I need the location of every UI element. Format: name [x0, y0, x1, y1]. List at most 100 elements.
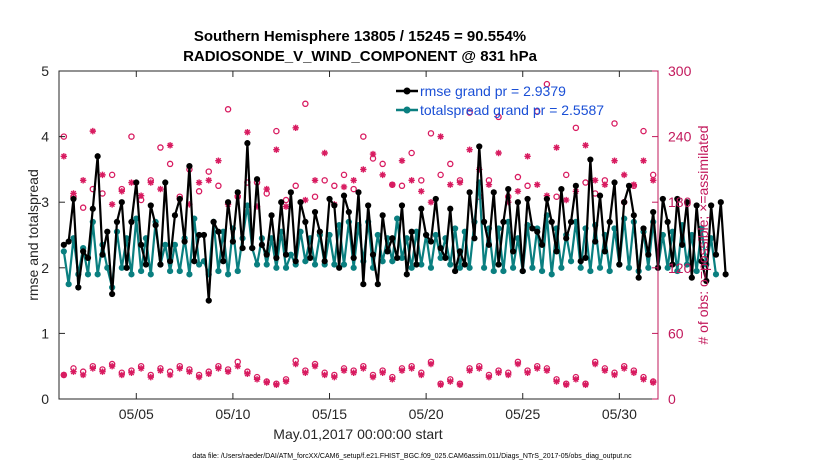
rmse-point — [423, 231, 430, 239]
totalspread-point — [128, 271, 135, 278]
obs-assimilated-marker — [485, 373, 493, 381]
totalspread-point — [548, 271, 555, 278]
totalspread-point — [167, 267, 174, 275]
obs-possible-marker — [195, 188, 203, 195]
rmse-point — [365, 202, 372, 209]
totalspread-point — [224, 271, 232, 278]
chart-title-line2: RADIOSONDE_V_WIND_COMPONENT @ 831 hPa — [183, 48, 538, 65]
obs-assimilated-marker — [108, 201, 116, 208]
obs-possible-marker — [331, 182, 338, 190]
obs-possible-marker — [108, 171, 116, 179]
totalspread-point — [162, 241, 169, 248]
obs-assimilated-marker — [147, 373, 154, 381]
obs-assimilated-marker — [350, 369, 357, 376]
obs-assimilated-marker — [466, 367, 473, 374]
rmse-point — [543, 195, 550, 203]
obs-assimilated-marker — [408, 365, 415, 372]
rmse-point — [418, 205, 425, 212]
rmse-point — [394, 254, 401, 262]
rmse-point — [321, 258, 328, 265]
obs-assimilated-marker — [389, 376, 396, 383]
legend-spread-marker — [403, 106, 411, 114]
rmse-point — [239, 245, 246, 252]
obs-possible-marker — [379, 160, 386, 168]
rmse-point — [89, 205, 96, 212]
totalspread-point — [311, 261, 319, 268]
y-axis-right-label: # of obs: o=possible; ×=assimilated — [695, 125, 711, 344]
rmse-point — [722, 271, 729, 278]
totalspread-point — [394, 215, 401, 222]
obs-assimilated-marker — [582, 142, 589, 149]
totalspread-point — [693, 267, 700, 275]
rmse-point — [369, 251, 377, 258]
rmse-point — [679, 241, 686, 248]
rmse-point — [229, 238, 237, 245]
rmse-point — [70, 195, 77, 203]
rmse-point — [84, 254, 92, 262]
obs-assimilated-marker — [282, 378, 290, 385]
x-axis-ticks: 05/05 05/10 05/15 05/20 05/25 05/30 — [119, 71, 637, 422]
obs-assimilated-marker — [592, 360, 599, 368]
totalspread-point — [282, 264, 290, 271]
rmse-point — [587, 156, 594, 163]
rmse-point — [374, 281, 381, 288]
obs-assimilated-marker — [456, 179, 464, 186]
rmse-point — [572, 182, 579, 189]
totalspread-point — [432, 231, 439, 239]
totalspread-point — [171, 241, 179, 248]
totalspread-point — [567, 258, 575, 265]
obs-assimilated-marker — [495, 369, 502, 376]
totalspread-point — [118, 264, 125, 271]
rmse-point — [123, 264, 130, 271]
obs-assimilated-marker — [534, 365, 541, 372]
rmse-point — [195, 231, 203, 239]
rmse-point — [311, 208, 319, 216]
y-tick-label: 5 — [41, 63, 49, 79]
rmse-point — [210, 218, 217, 225]
rmse-point — [205, 297, 212, 304]
rmse-point — [529, 225, 536, 232]
rmse-point — [316, 228, 323, 235]
obs-possible-marker — [224, 106, 232, 113]
obs-assimilated-marker — [466, 146, 473, 153]
rmse-point — [379, 212, 386, 219]
rmse-point — [625, 182, 633, 189]
rmse-point — [563, 235, 570, 242]
obs-possible-marker — [157, 144, 164, 151]
rmse-point — [302, 218, 309, 225]
rmse-point — [592, 238, 599, 245]
totalspread-point — [427, 264, 435, 271]
y-right-tick-label: 300 — [668, 63, 692, 79]
obs-possible-marker — [447, 160, 454, 168]
obs-assimilated-marker — [195, 179, 203, 186]
totalspread-point — [480, 264, 488, 271]
rmse-point — [220, 258, 227, 265]
obs-possible-marker — [282, 196, 290, 204]
rmse-point — [142, 261, 150, 268]
rmse-point — [336, 264, 343, 271]
totalspread-point — [683, 261, 691, 268]
obs-possible-marker — [562, 171, 570, 179]
x-tick-label: 05/05 — [119, 406, 154, 422]
obs-assimilated-marker — [282, 203, 290, 210]
totalspread-point — [529, 264, 536, 271]
rmse-point — [553, 248, 560, 255]
rmse-point — [389, 235, 396, 242]
obs-assimilated-marker — [176, 365, 183, 372]
rmse-point — [674, 195, 681, 203]
obs-assimilated-marker — [563, 196, 570, 204]
rmse-point — [611, 179, 618, 186]
rmse-point — [456, 248, 464, 255]
totalspread-point — [452, 225, 459, 232]
obs-possible-marker — [640, 127, 647, 135]
rmse-point — [480, 218, 488, 225]
obs-possible-marker — [524, 182, 531, 190]
rmse-point — [476, 143, 483, 150]
rmse-point — [191, 258, 198, 265]
rmse-point — [253, 176, 261, 183]
obs-assimilated-marker — [534, 181, 541, 188]
obs-assimilated-marker — [128, 179, 135, 186]
obs-assimilated-marker — [543, 192, 551, 199]
obs-assimilated-marker — [79, 177, 87, 184]
totalspread-point — [302, 258, 309, 265]
